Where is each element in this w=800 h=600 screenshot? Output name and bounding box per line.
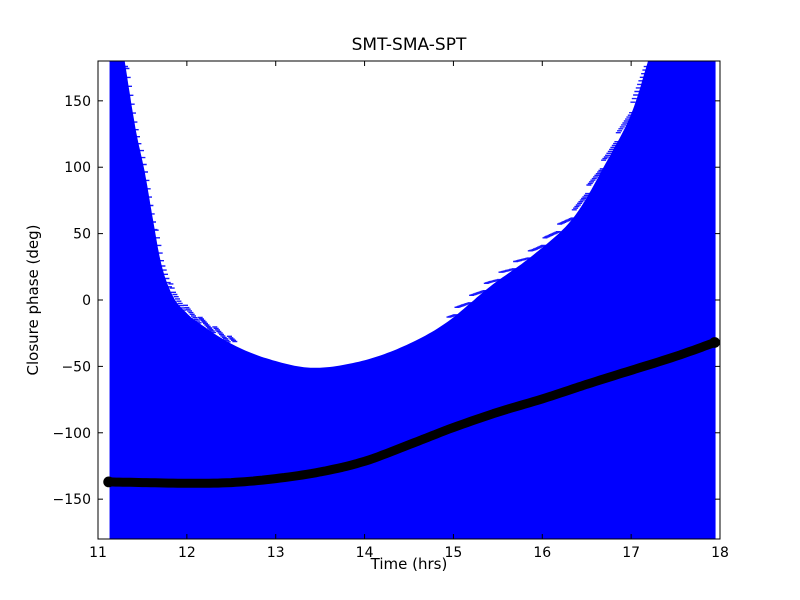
errorbar-region [109, 61, 716, 539]
curve-end-marker [709, 337, 720, 348]
y-tick-label: −150 [53, 492, 91, 508]
y-tick-label: 50 [73, 227, 91, 243]
x-tick-label: 12 [178, 545, 196, 561]
x-tick-label: 17 [622, 545, 640, 561]
closure-phase-curve [104, 338, 720, 488]
x-tick-label: 16 [533, 545, 551, 561]
y-tick-label: 100 [64, 160, 91, 176]
x-tick-label: 18 [711, 545, 729, 561]
y-tick-label: 150 [64, 94, 91, 110]
chart-title: SMT-SMA-SPT [351, 35, 467, 55]
x-tick-label: 14 [356, 545, 374, 561]
x-axis-label: Time (hrs) [370, 555, 448, 573]
y-tick-label: −50 [61, 359, 91, 375]
y-axis-label: Closure phase (deg) [24, 224, 42, 376]
errorbar-cap-fringe [123, 65, 649, 343]
x-tick-label: 11 [89, 545, 107, 561]
x-tick-label: 15 [445, 545, 463, 561]
x-tick-label: 13 [267, 545, 285, 561]
y-tick-label: 0 [82, 293, 91, 309]
y-tick-label: −100 [53, 426, 91, 442]
curve-start-marker [103, 476, 115, 488]
